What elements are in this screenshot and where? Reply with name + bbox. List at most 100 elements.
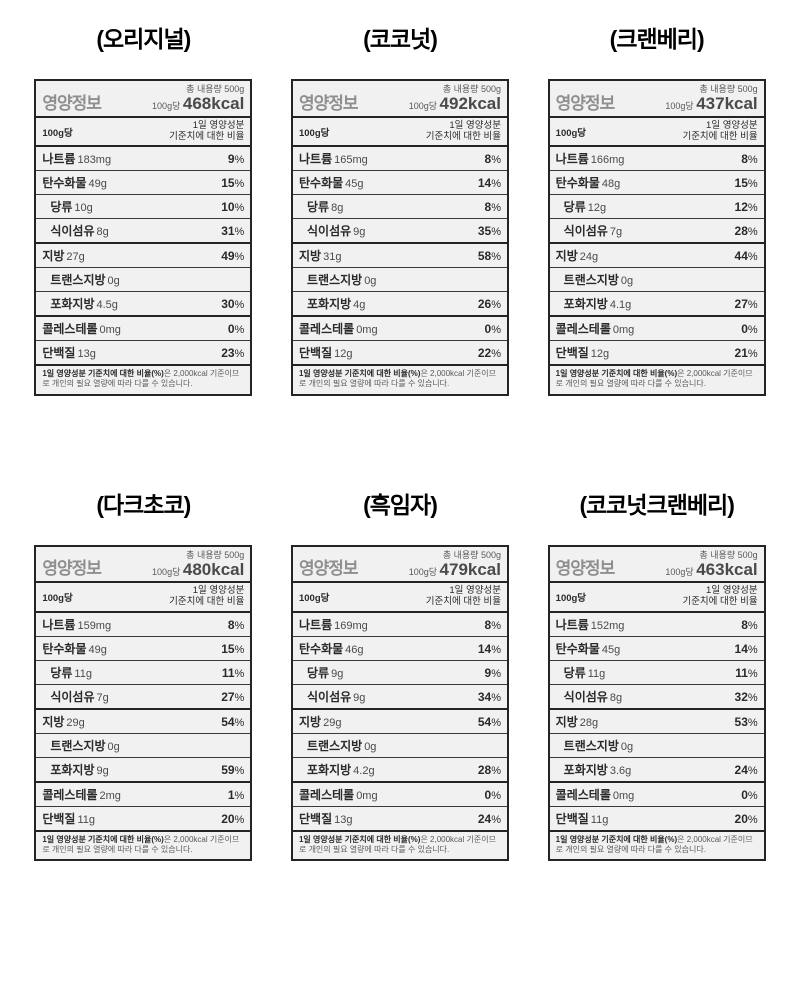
footnote: 1일 영양성분 기준치에 대한 비율(%)은 2,000kcal 기준이므로 개… bbox=[550, 366, 764, 393]
nutrient-name: 단백질 bbox=[42, 346, 75, 360]
nutrient-row: 당류8g8% bbox=[293, 195, 507, 219]
nutrient-row: 트랜스지방0g bbox=[36, 734, 250, 758]
nutrient-name: 탄수화물 bbox=[42, 176, 86, 190]
nutrient-name: 트랜스지방 bbox=[556, 273, 619, 287]
pct-sign: % bbox=[748, 202, 758, 214]
nutrient-left: 나트륨183mg bbox=[42, 150, 111, 167]
nutrient-amount: 0g bbox=[364, 275, 376, 287]
pct-sign: % bbox=[235, 692, 245, 704]
nutrient-name: 포화지방 bbox=[299, 763, 351, 777]
nutrient-left: 탄수화물49g bbox=[42, 640, 107, 657]
per-100g-prefix: 100g당 bbox=[665, 101, 693, 111]
nutrient-left: 단백질11g bbox=[42, 810, 95, 827]
pct-sign: % bbox=[748, 299, 758, 311]
nutrient-percent: 59% bbox=[221, 763, 244, 777]
nutrient-row: 트랜스지방0g bbox=[293, 268, 507, 292]
nutrient-amount: 12g bbox=[591, 348, 609, 360]
pct-sign: % bbox=[491, 692, 501, 704]
per-100g-prefix: 100g당 bbox=[152, 567, 180, 577]
nutrient-left: 포화지방4.5g bbox=[42, 295, 118, 312]
nutrient-left: 단백질13g bbox=[42, 344, 95, 361]
nutrient-percent: 8% bbox=[228, 618, 244, 632]
nutrient-row: 식이섬유8g31% bbox=[36, 219, 250, 244]
nutrient-row: 단백질12g21% bbox=[550, 341, 764, 366]
per-100g-prefix: 100g당 bbox=[665, 567, 693, 577]
nutrient-name: 당류 bbox=[299, 666, 329, 680]
nutrient-row: 나트륨183mg9% bbox=[36, 147, 250, 171]
pct-value: 26 bbox=[478, 297, 491, 311]
pct-value: 35 bbox=[478, 224, 491, 238]
nutrient-left: 식이섬유7g bbox=[556, 222, 622, 239]
pct-sign: % bbox=[491, 226, 501, 238]
nutrient-row: 트랜스지방0g bbox=[550, 268, 764, 292]
nutrient-amount: 166mg bbox=[591, 154, 625, 166]
nutrient-percent: 23% bbox=[221, 346, 244, 360]
nutrient-amount: 3.6g bbox=[610, 765, 631, 777]
nutrient-name: 단백질 bbox=[556, 346, 589, 360]
pct-value: 21 bbox=[735, 346, 748, 360]
nutrient-row: 콜레스테롤0mg0% bbox=[293, 783, 507, 807]
per-100g-label: 100g당 bbox=[42, 590, 72, 604]
nutrient-name: 포화지방 bbox=[556, 763, 608, 777]
pct-sign: % bbox=[748, 717, 758, 729]
nutrient-row: 탄수화물46g14% bbox=[293, 637, 507, 661]
nutrient-row: 단백질13g24% bbox=[293, 807, 507, 832]
pct-sign: % bbox=[491, 154, 501, 166]
nutrition-title: 영양정보 bbox=[299, 554, 358, 579]
pct-value: 49 bbox=[221, 249, 234, 263]
nutrient-percent: 27% bbox=[221, 690, 244, 704]
pct-value: 0 bbox=[228, 322, 235, 336]
footnote-bold: 1일 영양성분 기준치에 대한 비율(%) bbox=[42, 369, 163, 378]
pct-value: 54 bbox=[221, 715, 234, 729]
pct-sign: % bbox=[235, 154, 245, 166]
nutrient-left: 나트륨159mg bbox=[42, 616, 111, 633]
header-right: 총 내용량 500g100g당 463kcal bbox=[665, 551, 757, 580]
card-header: 영양정보총 내용량 500g100g당 463kcal bbox=[550, 547, 764, 584]
card-header: 영양정보 총 내용량 500g100g당 479kcal bbox=[293, 547, 507, 584]
nutrient-row: 나트륨159mg 8% bbox=[36, 613, 250, 637]
nutrient-percent: 14% bbox=[735, 642, 758, 656]
nutrient-left: 콜레스테롤2mg bbox=[42, 786, 121, 803]
footnote: 1일 영양성분 기준치에 대한 비율(%)은 2,000kcal 기준이므로 개… bbox=[550, 832, 764, 859]
pct-value: 20 bbox=[221, 812, 234, 826]
nutrient-name: 지방 bbox=[42, 715, 64, 729]
nutrient-row: 식이섬유7g27% bbox=[36, 685, 250, 710]
nutrient-amount: 28g bbox=[580, 717, 598, 729]
pct-value: 22 bbox=[478, 346, 491, 360]
nutrient-row: 콜레스테롤0mg0% bbox=[550, 783, 764, 807]
pct-value: 59 bbox=[221, 763, 234, 777]
pct-value: 24 bbox=[735, 763, 748, 777]
nutrient-amount: 0g bbox=[621, 741, 633, 753]
nutrient-amount: 46g bbox=[345, 644, 363, 656]
nutrient-row: 포화지방4.5g30% bbox=[36, 292, 250, 317]
header-right: 총 내용량 500g100g당 479kcal bbox=[409, 551, 501, 580]
nutrient-name: 콜레스테롤 bbox=[556, 788, 611, 802]
nutrient-row: 트랜스지방0g bbox=[550, 734, 764, 758]
nutrient-left: 식이섬유9g bbox=[299, 688, 365, 705]
nutrient-left: 단백질13g bbox=[299, 810, 352, 827]
nutrition-card: 영양정보총 내용량 500g100g당 468kcal100g당1일 영양성분기… bbox=[34, 79, 252, 396]
footnote-bold: 1일 영양성분 기준치에 대한 비율(%) bbox=[299, 835, 420, 844]
footnote-bold: 1일 영양성분 기준치에 대한 비율(%) bbox=[556, 369, 677, 378]
pct-sign: % bbox=[748, 644, 758, 656]
nutrient-left: 콜레스테롤0mg bbox=[556, 786, 635, 803]
nutrient-row: 식이섬유9g34% bbox=[293, 685, 507, 710]
nutrient-amount: 12g bbox=[588, 202, 606, 214]
nutrient-percent: 0% bbox=[485, 788, 501, 802]
nutrient-percent: 24% bbox=[735, 763, 758, 777]
pct-value: 15 bbox=[735, 176, 748, 190]
pct-sign: % bbox=[235, 348, 245, 360]
nutrient-percent: 0% bbox=[741, 322, 757, 336]
nutrient-name: 식이섬유 bbox=[299, 690, 351, 704]
nutrient-amount: 8g bbox=[331, 202, 343, 214]
nutrient-left: 지방28g bbox=[556, 713, 598, 730]
nutrient-row: 지방29g54% bbox=[36, 710, 250, 734]
nutrient-amount: 11g bbox=[74, 668, 92, 680]
nutrient-row: 단백질13g 23% bbox=[36, 341, 250, 366]
nutrient-row: 지방29g54% bbox=[293, 710, 507, 734]
nutrient-left: 나트륨152mg bbox=[556, 616, 625, 633]
nutrient-row: 당류12g12% bbox=[550, 195, 764, 219]
nutrient-percent: 11% bbox=[222, 666, 244, 680]
nutrient-amount: 152mg bbox=[591, 620, 625, 632]
nutrient-name: 식이섬유 bbox=[42, 690, 94, 704]
